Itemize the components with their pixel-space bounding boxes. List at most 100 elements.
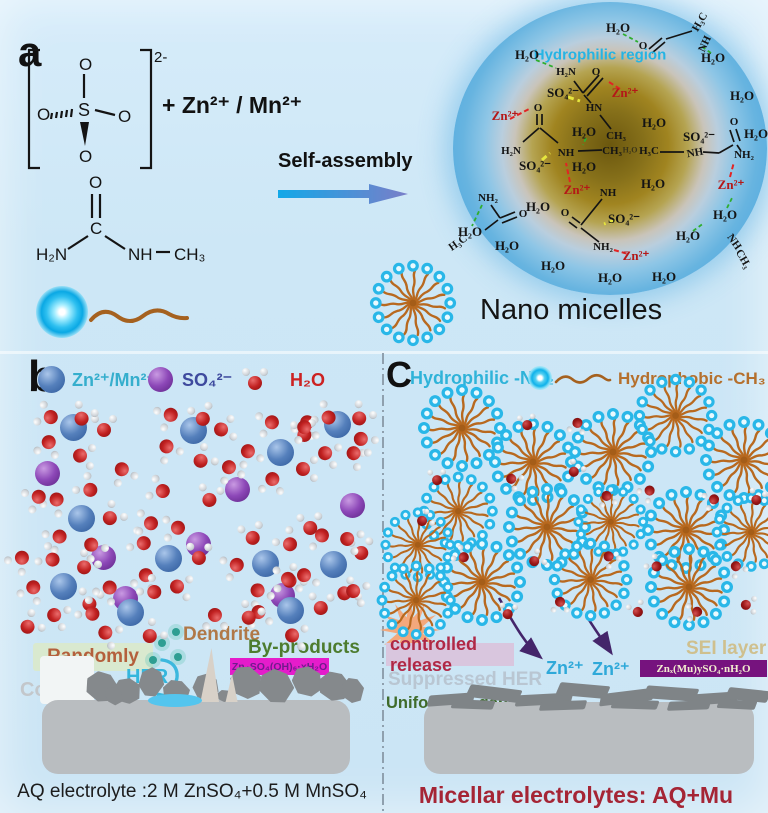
deposit-flake: [666, 700, 712, 711]
functional-group-label: O: [533, 102, 543, 114]
zn-anode-c: [424, 702, 754, 774]
water-molecule: [294, 455, 318, 482]
o-bottom: O: [79, 147, 92, 166]
water-molecule: [271, 566, 297, 594]
water-molecule: [210, 414, 238, 444]
corrosion-pit: [40, 656, 94, 704]
panel-b-caption: AQ electrolyte :2 M ZnSO₄+0.5 M MnSO₄: [17, 781, 367, 802]
zn-label: Zn²⁺: [563, 182, 591, 197]
micelle: [545, 534, 636, 625]
functional-group-label: NH: [599, 187, 617, 199]
h2-bubble: [158, 639, 166, 647]
hydrophilic-region-label: Hydrophilic region: [533, 46, 667, 64]
controlled-release-tag: controlled release: [386, 634, 514, 675]
functional-group-label: NH₂: [734, 149, 754, 161]
water-molecule: [218, 550, 250, 583]
suppressed-her-label: Suppressed HER: [388, 669, 543, 690]
functional-group-label: NH₂: [478, 192, 498, 204]
horizontal-divider: [0, 351, 768, 354]
legend-znmn-label: Zn²⁺/Mn²⁺: [72, 370, 156, 390]
functional-group-label: H₃C: [689, 10, 711, 34]
o-top: O: [79, 55, 92, 74]
self-assembly-arrow: [278, 184, 408, 204]
legend-zn-sphere: [38, 366, 65, 393]
h2o-label: H₂O: [514, 47, 540, 62]
controlled-release-label: controlled release: [390, 633, 478, 675]
dendrite-label: Dendrite: [183, 624, 261, 645]
water-molecule: [202, 606, 229, 631]
functional-group-label: O: [560, 207, 570, 219]
hydrophilic-head-icon: [36, 286, 88, 338]
h2o-label: H₂O: [641, 115, 667, 130]
h2o-label: H₂O: [712, 207, 738, 222]
nano-micelles-label: Nano micelles: [480, 294, 663, 326]
nano-micelle-closeup: [453, 2, 767, 295]
water-molecule: [69, 442, 97, 471]
water-molecule: [151, 432, 186, 466]
self-assembly-label: Self-assembly: [278, 150, 413, 172]
h2o-label: H₂O: [571, 124, 597, 139]
sulfate-ion: [340, 493, 365, 518]
micelle-label-layer: Hydrophilic region H₂O H₂O H₂O H₂O H₂O H₂O H₂O…: [446, 2, 768, 295]
s-atom: S: [78, 100, 90, 120]
micelle: [641, 539, 737, 635]
h2o-label: H₂O: [525, 199, 551, 214]
mu-nh: NH: [128, 245, 153, 264]
legend-hydrophilic-label: Hydrophilic -NH₂: [410, 368, 554, 388]
water-molecule: [106, 456, 140, 489]
deposit-chunk: [342, 678, 364, 703]
nano-micelle-icon: [366, 256, 460, 350]
water-molecule: [195, 482, 226, 512]
h2o-label: H₂O: [729, 88, 755, 103]
zn-label: Zn²⁺: [491, 108, 519, 123]
h2o-label: H₂O: [651, 269, 677, 284]
water-molecule: [254, 408, 284, 439]
water-molecule: [186, 441, 221, 477]
micelle: [414, 380, 510, 476]
zn-mn-ion: [267, 439, 294, 466]
h2o-label: H₂O: [743, 126, 768, 141]
water-molecule: [144, 473, 175, 507]
deposit-flake: [610, 699, 660, 710]
zn-ion-label-2: Zn²⁺: [592, 659, 630, 679]
zn-ion-label-1: Zn²⁺: [546, 658, 584, 678]
o-right: O: [118, 107, 131, 126]
panel-c-caption: Micellar electrolytes: AQ+Mu: [418, 782, 734, 808]
mu-h2n: H₂N: [36, 245, 67, 264]
functional-group-label: HN: [585, 102, 603, 114]
h2o-label: H₂O: [605, 20, 631, 35]
functional-group-label: H₂O: [622, 145, 638, 155]
o-left: O: [37, 105, 50, 124]
h2o-label: H₂O: [700, 50, 726, 65]
h2o-label: H₂O: [457, 224, 483, 239]
cation-text: + Zn²⁺ / Mn²⁺: [162, 92, 302, 118]
water-molecule: [91, 415, 117, 439]
micelle: [415, 468, 501, 554]
h2o-label: H₂O: [540, 258, 566, 273]
methylurea-structure: O C H₂N NH CH₃: [36, 173, 205, 264]
zn-mn-ion: [320, 551, 347, 578]
zn-label: Zn²⁺: [622, 248, 650, 263]
mu-c: C: [90, 219, 102, 238]
water-molecule: [161, 514, 188, 542]
sulfate-ion: [225, 477, 250, 502]
functional-group-label: NH: [557, 147, 575, 159]
release-burst-icon: [380, 600, 440, 660]
legend-water-icon: [242, 368, 268, 392]
water-molecule: [15, 573, 49, 607]
functional-group-label: O: [729, 116, 739, 128]
water-molecule: [185, 542, 213, 568]
water-molecule: [566, 415, 588, 436]
legend-so4-label: SO₄²⁻: [182, 370, 233, 390]
sulfate-ion: [35, 461, 60, 486]
sei-formula: Znₓ(Mu)ySO₄·nH₂O: [656, 662, 751, 675]
so4-label: SO₄²⁻: [547, 85, 579, 100]
water-molecule: [296, 511, 324, 538]
water-molecule: [13, 607, 48, 642]
functional-group-label: O: [518, 208, 528, 220]
water-molecule: [70, 470, 106, 505]
deposit-flake: [538, 700, 588, 711]
water-molecule: [134, 509, 161, 537]
water-molecule: [498, 602, 519, 622]
